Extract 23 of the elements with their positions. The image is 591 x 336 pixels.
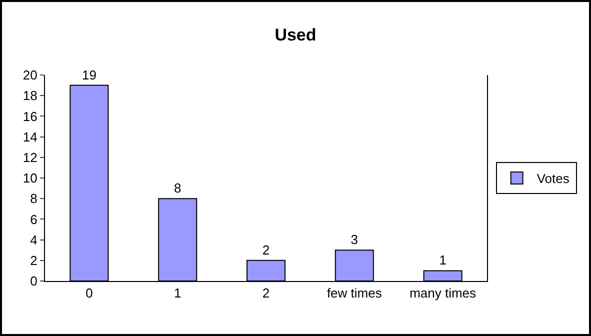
y-tick-label: 12 <box>22 150 38 165</box>
y-tick-label: 2 <box>30 252 38 268</box>
y-tick-label: 20 <box>22 68 38 83</box>
y-tick-label: 8 <box>30 191 38 206</box>
chart-title: Used <box>274 25 316 44</box>
x-tick-label: 1 <box>174 286 182 301</box>
data-label: 8 <box>174 180 182 196</box>
data-label: 19 <box>82 67 96 82</box>
x-tick-label: many times <box>410 286 477 301</box>
x-tick-label: few times <box>326 286 382 301</box>
y-tick-label: 0 <box>30 274 38 289</box>
x-tick-label: 2 <box>262 286 270 301</box>
legend-label: Votes <box>536 171 570 186</box>
x-tick-label: 0 <box>86 286 93 301</box>
data-label: 2 <box>262 242 270 258</box>
y-tick-label: 16 <box>22 108 38 124</box>
data-label: 1 <box>439 252 446 268</box>
data-label: 3 <box>350 232 358 248</box>
y-tick-label: 18 <box>22 88 38 104</box>
y-tick-label: 10 <box>22 170 38 186</box>
y-tick-label: 4 <box>30 232 38 248</box>
y-tick-label: 14 <box>22 129 38 144</box>
y-tick-label: 6 <box>30 212 38 227</box>
